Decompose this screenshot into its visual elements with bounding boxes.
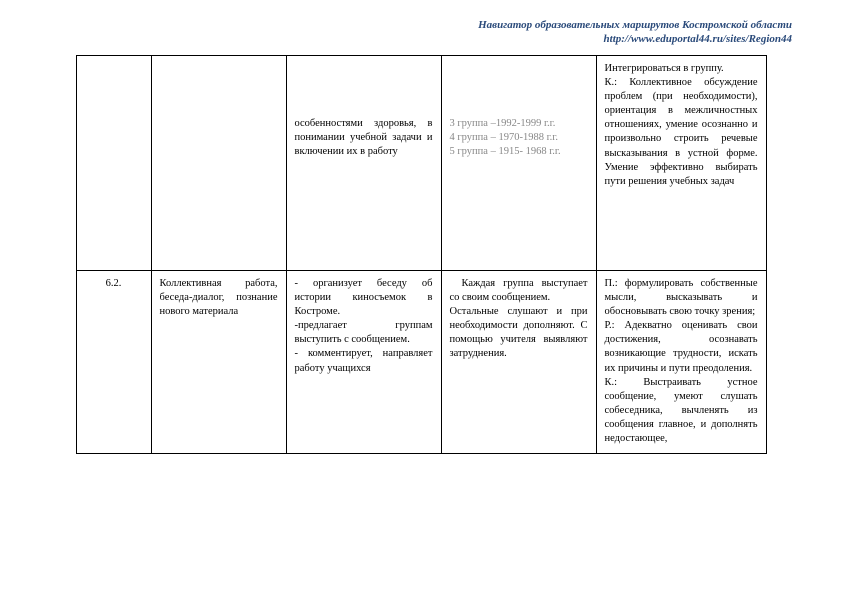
cell-number: 6.2. (76, 270, 151, 453)
cell-text: Коллективная работа, беседа-диалог, позн… (160, 278, 278, 317)
cell-text: Интегрироваться в группу. К.: Коллективн… (605, 62, 758, 190)
table-row: особенностями здоровья, в понимании учеб… (76, 55, 766, 270)
table-row: 6.2. Коллективная работа, беседа-диалог,… (76, 270, 766, 453)
cell-text: Р.: Адекватно оценивать свои достижения,… (605, 319, 758, 376)
cell-text: особенностями здоровья, в понимании учеб… (295, 117, 433, 160)
header-url: http://www.eduportal44.ru/sites/Region44 (0, 32, 792, 46)
cell-teacher: - организует беседу об истории киносъемо… (286, 270, 441, 453)
page-header: Навигатор образовательных маршрутов Кост… (0, 0, 842, 55)
cell-text: П.: формулировать собственные мысли, выс… (605, 277, 758, 320)
cell-text: Каждая группа выступает со своим сообщен… (450, 277, 588, 305)
cell-text: 3 группа –1992-1999 г.г. 4 группа – 1970… (450, 117, 588, 160)
cell-uud: Интегрироваться в группу. К.: Коллективн… (596, 55, 766, 270)
cell-student: Каждая группа выступает со своим сообщен… (441, 270, 596, 453)
cell-method: Коллективная работа, беседа-диалог, позн… (151, 270, 286, 453)
header-title: Навигатор образовательных маршрутов Кост… (0, 18, 792, 32)
cell-student: 3 группа –1992-1999 г.г. 4 группа – 1970… (441, 55, 596, 270)
cell-number (76, 55, 151, 270)
cell-teacher: особенностями здоровья, в понимании учеб… (286, 55, 441, 270)
cell-text: 6.2. (106, 278, 122, 289)
cell-text: - организует беседу об истории киносъемо… (295, 277, 433, 376)
lesson-table: особенностями здоровья, в понимании учеб… (76, 55, 767, 454)
cell-uud: П.: формулировать собственные мысли, выс… (596, 270, 766, 453)
cell-method (151, 55, 286, 270)
cell-text: Остальные слушают и при необходимости до… (450, 305, 588, 362)
cell-text: К.: Выстраивать устное сообщение, умеют … (605, 376, 758, 447)
